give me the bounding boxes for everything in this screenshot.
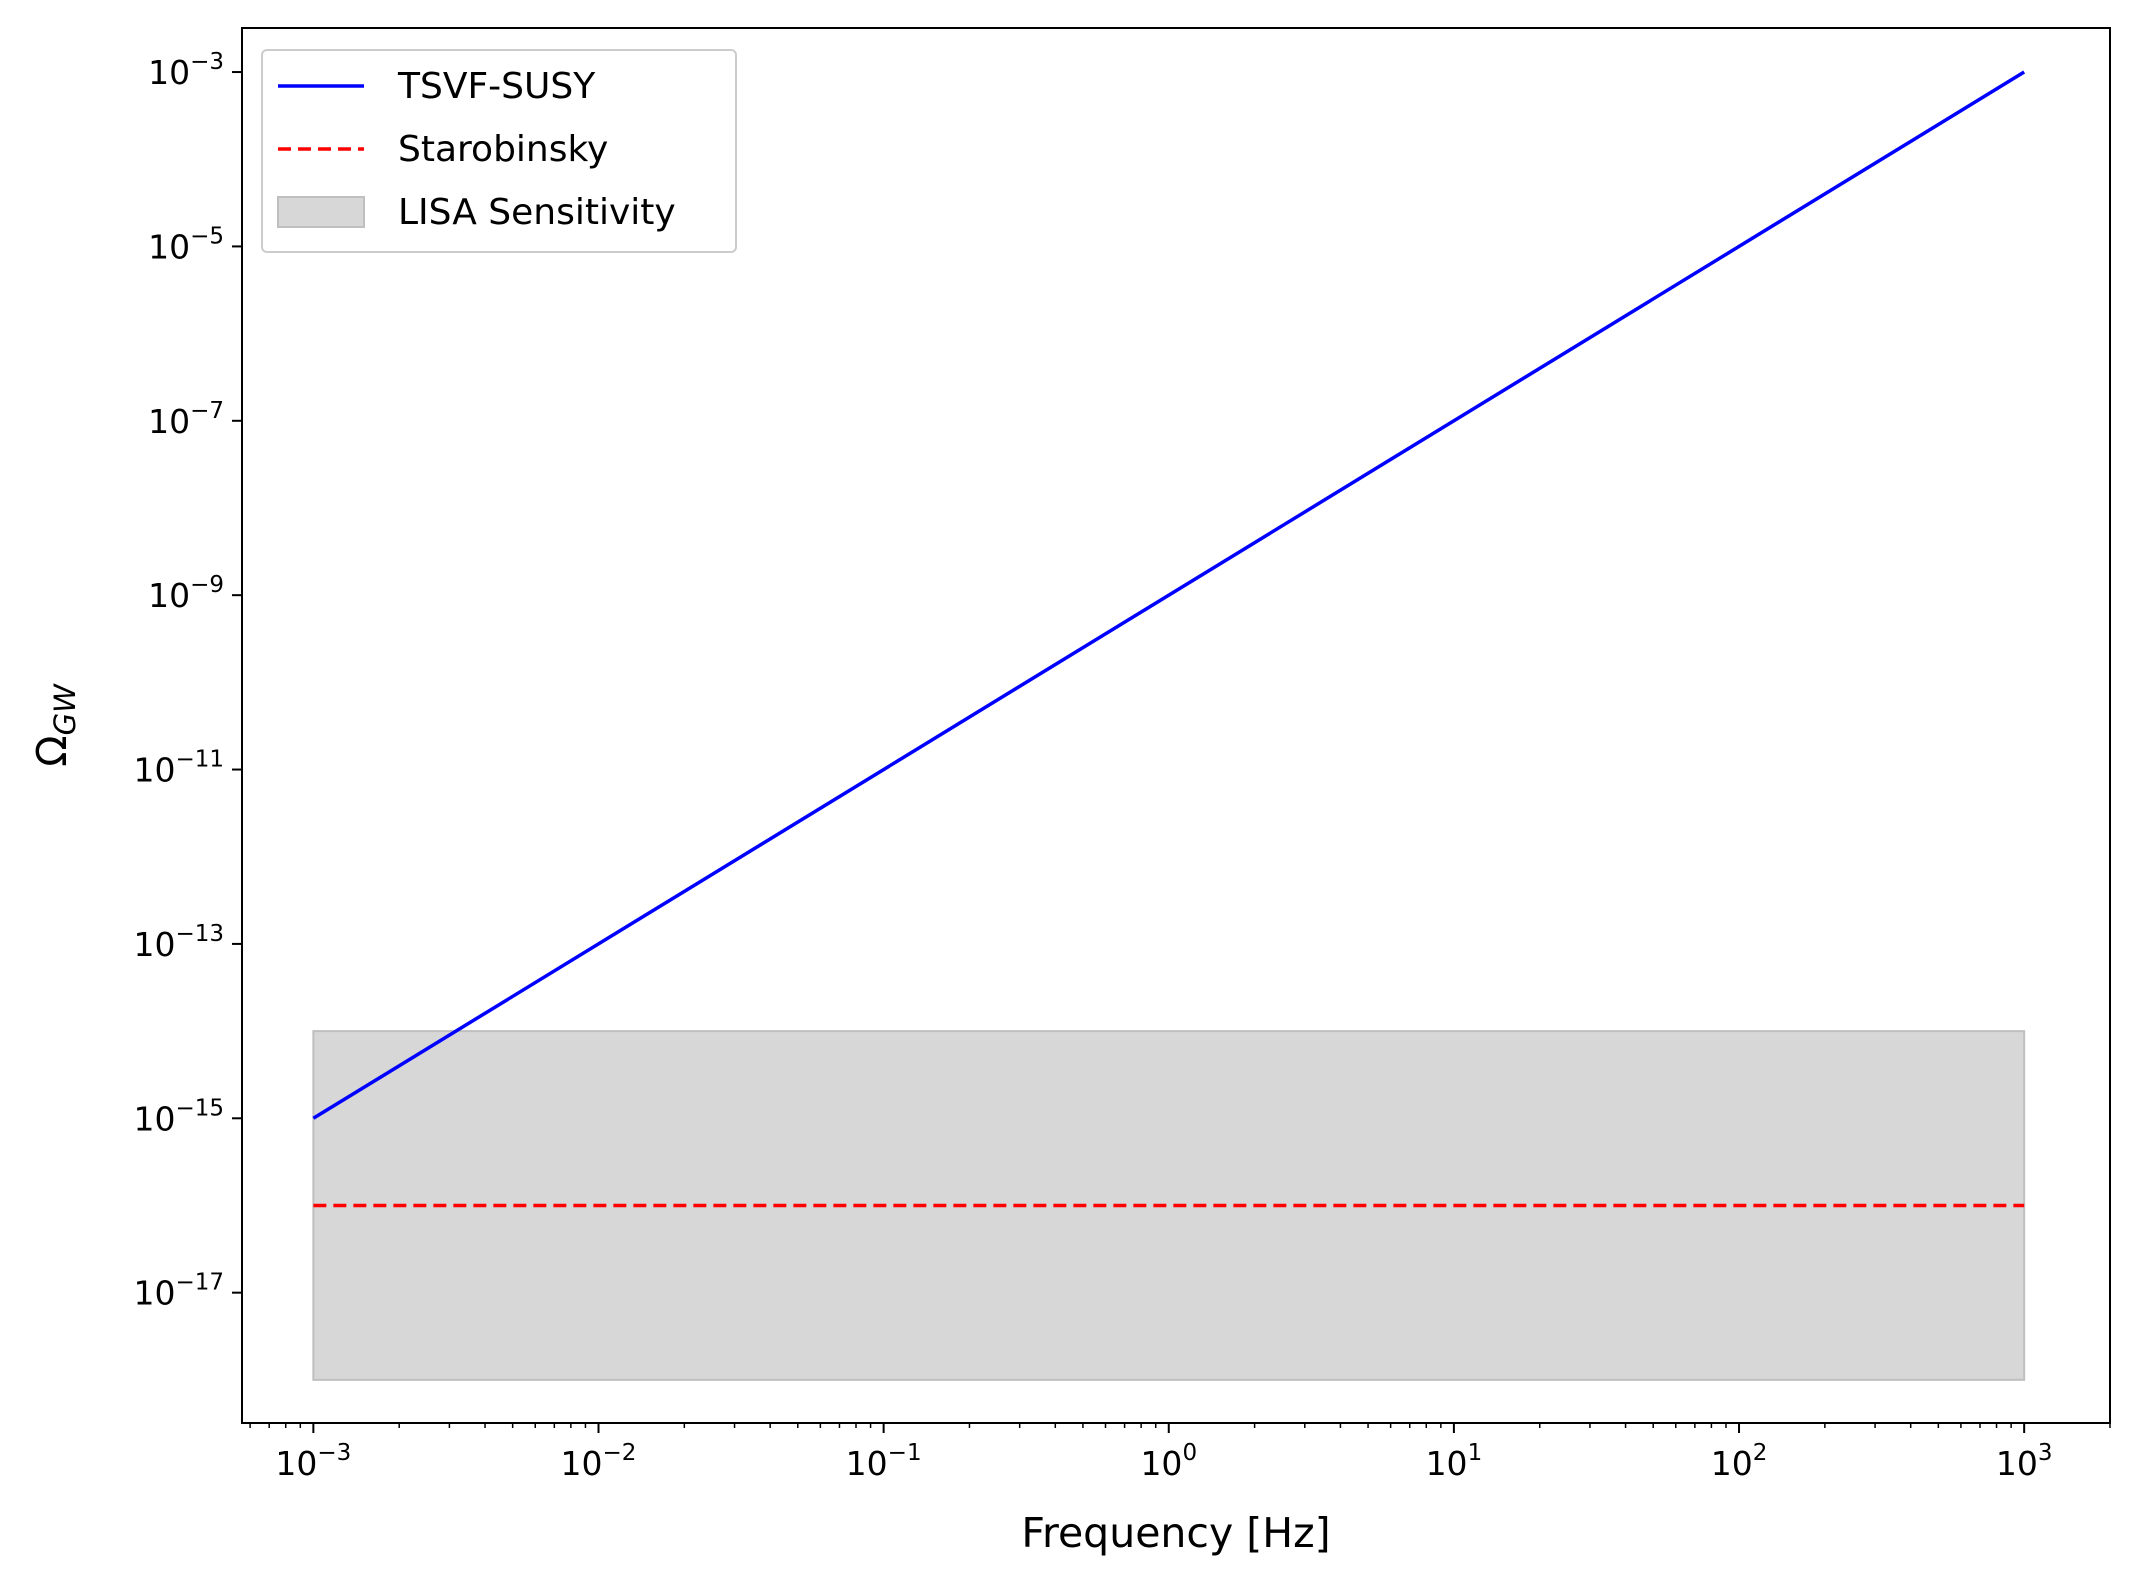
legend-label-tsvf-susy: TSVF-SUSY: [397, 66, 596, 107]
x-tick-label: 100: [1140, 1440, 1197, 1483]
y-tick-label: 10−17: [133, 1270, 224, 1313]
x-axis-ticks: 10−3 10−2 10−1 100 101 102 103: [250, 1423, 2110, 1483]
x-tick-label: 10−3: [275, 1440, 351, 1483]
x-tick-label: 102: [1711, 1440, 1768, 1483]
x-axis-title: Frequency [Hz]: [1021, 1509, 1330, 1557]
y-axis-title-subscript: GW: [48, 683, 82, 735]
y-tick-label: 10−7: [148, 398, 224, 441]
y-axis-title-base: Ω: [28, 735, 76, 766]
x-tick-label: 101: [1426, 1440, 1483, 1483]
x-tick-label: 10−1: [846, 1440, 922, 1483]
legend: TSVF-SUSY Starobinsky LISA Sensitivity: [262, 50, 736, 252]
y-axis-ticks: 10−17 10−15 10−13 10−11 10−9 10−7 10−5 10−3: [133, 49, 242, 1313]
legend-label-lisa-sensitivity: LISA Sensitivity: [398, 192, 676, 233]
x-tick-label: 103: [1996, 1440, 2053, 1483]
legend-label-starobinsky: Starobinsky: [398, 129, 608, 170]
y-tick-label: 10−9: [148, 572, 224, 615]
x-tick-label: 10−2: [561, 1440, 637, 1483]
y-tick-label: 10−3: [148, 49, 224, 92]
band-layer: [313, 1031, 2024, 1380]
y-axis-title: ΩGW: [28, 683, 82, 767]
y-tick-label: 10−11: [133, 747, 224, 790]
y-tick-label: 10−5: [148, 223, 224, 266]
y-tick-label: 10−15: [133, 1095, 224, 1138]
y-tick-label: 10−13: [133, 921, 224, 964]
legend-swatch-lisa-sensitivity: [278, 197, 364, 227]
band-lisa-sensitivity: [313, 1031, 2024, 1380]
